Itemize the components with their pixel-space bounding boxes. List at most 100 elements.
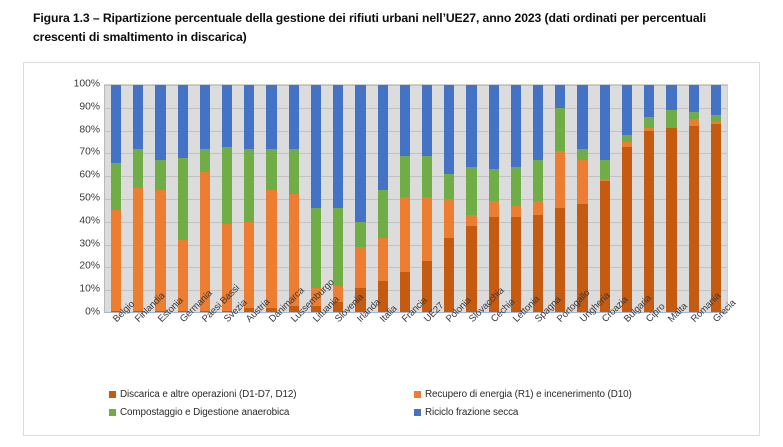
bar-column[interactable]	[399, 85, 410, 313]
bar-segment	[266, 85, 277, 149]
y-tick-label: 40%	[79, 215, 100, 227]
bar-segment	[510, 217, 522, 313]
bar-segment	[421, 85, 433, 156]
bar-segment	[333, 208, 344, 286]
bar-segment	[555, 107, 566, 152]
bar-column[interactable]	[688, 85, 699, 313]
bar-segment	[177, 157, 188, 241]
gridline	[105, 85, 727, 86]
legend-entry[interactable]: Riciclo frazione secca	[414, 407, 518, 418]
bar-column[interactable]	[133, 85, 144, 313]
bar-segment	[577, 85, 588, 149]
bar-segment	[599, 160, 610, 179]
bar-column[interactable]	[533, 85, 544, 313]
bar-column[interactable]	[155, 85, 166, 313]
bar-segment	[644, 128, 655, 131]
bar-segment	[333, 301, 344, 313]
bar-segment	[599, 85, 610, 161]
bar-segment	[399, 196, 410, 272]
bar-column[interactable]	[222, 85, 233, 313]
legend-swatch-icon	[414, 409, 421, 416]
bar-column[interactable]	[377, 85, 388, 313]
bar-segment	[110, 85, 122, 163]
bars-layer	[105, 85, 727, 313]
bar-segment	[199, 171, 211, 311]
bar-segment	[244, 148, 255, 222]
bar-segment	[244, 308, 255, 313]
x-axis: Belgio Finlandia Estonia Germania Paesi Bass…	[104, 277, 738, 382]
y-axis: 0% 10% 20% 30% 40% 50% 60% 70% 80% 90% 100%	[52, 63, 100, 383]
bar-segment	[377, 85, 388, 190]
bar-column[interactable]	[666, 85, 677, 313]
bar-column[interactable]	[599, 85, 610, 313]
bar-segment	[466, 85, 477, 168]
bar-segment	[222, 85, 233, 147]
bar-segment	[266, 148, 277, 190]
bar-segment	[155, 160, 166, 190]
bar-segment	[533, 201, 544, 215]
y-tick-label: 20%	[79, 260, 100, 272]
bar-column[interactable]	[577, 85, 588, 313]
chart-legend: Discarica e altre operazioni (D1-D7, D12…	[24, 385, 761, 435]
bar-segment	[222, 224, 233, 311]
bar-segment	[155, 310, 166, 313]
bar-column[interactable]	[310, 85, 322, 313]
bar-column[interactable]	[466, 85, 477, 313]
bar-segment	[199, 148, 211, 172]
bar-segment	[488, 217, 499, 313]
bar-segment	[555, 151, 566, 209]
bar-segment	[244, 85, 255, 149]
bar-segment	[621, 135, 633, 143]
bar-segment	[177, 85, 188, 158]
bar-segment	[488, 169, 499, 202]
bar-column[interactable]	[555, 85, 566, 313]
bar-segment	[466, 214, 477, 227]
bar-segment	[510, 85, 522, 168]
bar-segment	[355, 85, 366, 222]
bar-segment	[199, 85, 211, 149]
legend-entry[interactable]: Compostaggio e Digestione anaerobica	[109, 407, 289, 418]
bar-segment	[644, 85, 655, 117]
legend-swatch-icon	[109, 391, 116, 398]
bar-segment	[466, 167, 477, 215]
bar-segment	[310, 85, 322, 209]
bar-column[interactable]	[510, 85, 522, 313]
bar-segment	[666, 85, 677, 111]
bar-column[interactable]	[710, 85, 721, 313]
legend-label: Riciclo frazione secca	[425, 407, 519, 418]
bar-segment	[310, 287, 322, 307]
y-tick-label: 10%	[79, 283, 100, 295]
y-tick-label: 60%	[79, 169, 100, 181]
bar-column[interactable]	[266, 85, 277, 313]
bar-column[interactable]	[621, 85, 633, 313]
bar-segment	[577, 160, 588, 204]
stacked-bar-chart: 0% 10% 20% 30% 40% 50% 60% 70% 80% 90% 100% Belgio…	[24, 63, 761, 383]
bar-segment	[710, 114, 721, 122]
bar-segment	[533, 160, 544, 202]
bar-segment	[510, 205, 522, 218]
bar-segment	[266, 308, 277, 313]
bar-column[interactable]	[199, 85, 211, 313]
bar-column[interactable]	[644, 85, 655, 313]
bar-segment	[155, 189, 166, 311]
bar-segment	[555, 85, 566, 108]
bar-column[interactable]	[421, 85, 433, 313]
legend-entry[interactable]: Recupero di energia (R1) e incenerimento…	[414, 389, 632, 400]
bar-column[interactable]	[488, 85, 499, 313]
bar-segment	[710, 85, 721, 115]
bar-column[interactable]	[177, 85, 188, 313]
bar-column[interactable]	[333, 85, 344, 313]
plot-area	[104, 84, 728, 313]
bar-column[interactable]	[444, 85, 455, 313]
bar-segment	[399, 271, 410, 313]
bar-segment	[533, 214, 544, 313]
bar-segment	[644, 130, 655, 313]
bar-column[interactable]	[110, 85, 122, 313]
bar-segment	[110, 310, 122, 313]
bar-segment	[488, 201, 499, 218]
bar-column[interactable]	[288, 85, 299, 313]
bar-column[interactable]	[244, 85, 255, 313]
legend-entry[interactable]: Discarica e altre operazioni (D1-D7, D12…	[109, 389, 297, 400]
bar-segment	[533, 85, 544, 161]
bar-column[interactable]	[355, 85, 366, 313]
